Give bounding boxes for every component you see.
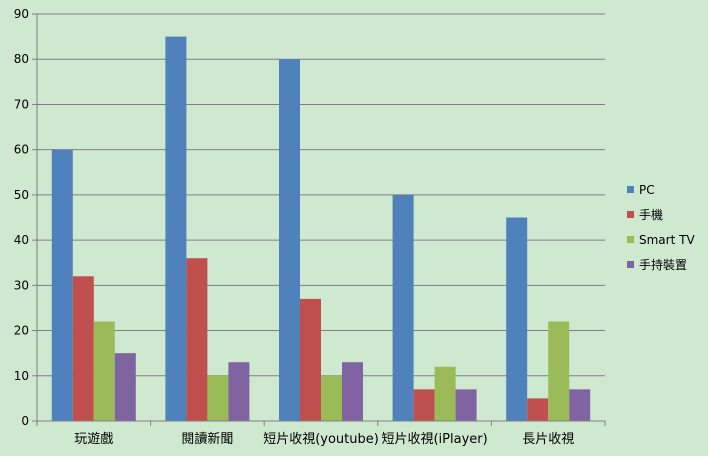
y-tick-label: 60 — [14, 143, 29, 157]
y-tick-label: 40 — [14, 233, 29, 247]
legend-swatch — [627, 211, 634, 218]
y-tick-label: 0 — [21, 414, 29, 428]
y-tick-label: 20 — [14, 324, 29, 338]
legend-label: Smart TV — [639, 233, 695, 247]
legend-swatch — [627, 236, 634, 243]
legend-label: 手持裝置 — [639, 257, 687, 272]
bar — [413, 389, 435, 421]
legend-swatch — [627, 186, 634, 193]
bar — [300, 298, 321, 421]
bars — [51, 36, 591, 421]
y-tick-label: 30 — [14, 278, 29, 292]
legend: PC 手機 Smart TV 手持裝置 — [627, 183, 695, 272]
x-tick-label: 短片收視(youtube) — [263, 432, 379, 447]
bar — [392, 194, 414, 421]
bar — [548, 321, 570, 421]
bar — [186, 258, 208, 421]
y-tick-label: 90 — [14, 7, 29, 21]
x-tick-label: 玩遊戲 — [74, 432, 113, 447]
y-tick-label: 80 — [14, 52, 29, 66]
y-tick-label: 70 — [14, 97, 29, 111]
bar — [455, 389, 477, 421]
legend-label: 手機 — [639, 207, 663, 222]
bar — [506, 217, 528, 421]
x-tick-label: 閱讀新聞 — [181, 431, 233, 447]
x-tick-label: 短片收視(iPlayer) — [381, 432, 487, 447]
bar — [51, 149, 73, 421]
bar — [165, 36, 187, 421]
bar — [93, 321, 115, 421]
y-tick-label: 50 — [14, 188, 29, 202]
bar — [434, 366, 456, 421]
legend-swatch — [627, 261, 634, 268]
bar — [228, 362, 250, 421]
bar — [207, 375, 229, 421]
bar — [569, 389, 591, 421]
axes — [32, 13, 606, 426]
x-tick-label: 長片收視 — [522, 432, 574, 447]
y-tick-label: 10 — [14, 369, 29, 383]
bar — [342, 362, 363, 421]
bar — [279, 59, 300, 421]
gridlines — [37, 13, 605, 377]
x-axis-ticks: 玩遊戲 閱讀新聞 短片收視(youtube) 短片收視(iPlayer) 長片收視 — [74, 431, 574, 447]
bar — [72, 276, 94, 421]
y-axis-ticks: 0 10 20 30 40 50 60 70 80 90 — [14, 7, 29, 428]
bar — [321, 375, 342, 421]
legend-label: PC — [639, 183, 655, 197]
bar — [527, 398, 549, 421]
bar — [114, 353, 136, 421]
